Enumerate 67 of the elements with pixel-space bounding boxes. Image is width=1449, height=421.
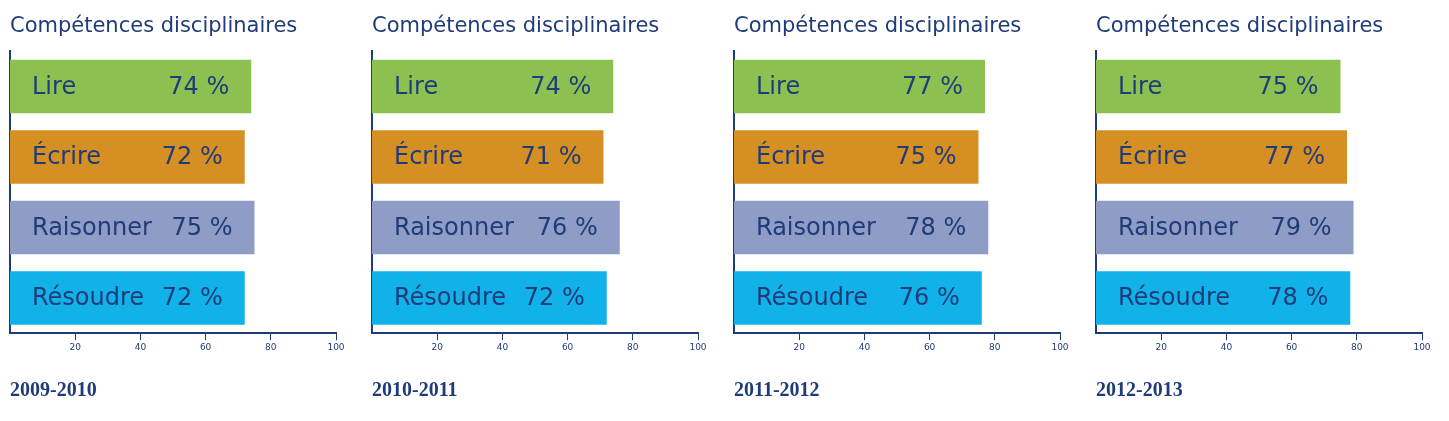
data-label: 75 % — [1257, 71, 1319, 100]
data-label: 71 % — [520, 142, 582, 171]
y-tick-label: Résoudre — [32, 283, 145, 312]
data-label: 76 % — [898, 283, 960, 312]
x-tick-label: 40 — [496, 341, 509, 352]
bar — [1096, 271, 1351, 325]
x-axis-title: 2011-2012 — [734, 378, 820, 401]
x-tick-label: 40 — [134, 341, 147, 352]
x-tick-label: 40 — [858, 341, 871, 352]
x-axis-title: 2010-2011 — [372, 378, 458, 401]
y-tick-label: Résoudre — [394, 283, 507, 312]
y-tick-label: Lire — [32, 71, 77, 100]
x-axis-title: 2009-2010 — [10, 378, 97, 401]
data-label: 79 % — [1270, 212, 1332, 241]
bar — [1096, 200, 1354, 255]
data-label: 74 % — [530, 71, 592, 100]
x-tick-label: 60 — [923, 341, 936, 352]
x-tick-label: 60 — [561, 341, 574, 352]
data-label: 72 % — [161, 283, 223, 312]
y-tick-label: Résoudre — [1118, 283, 1231, 312]
x-tick-label: 40 — [1220, 341, 1233, 352]
y-tick-label: Lire — [756, 71, 801, 100]
x-tick-label: 80 — [265, 341, 277, 352]
x-tick-label: 20 — [69, 341, 82, 352]
data-label: 74 % — [168, 71, 230, 100]
data-label: 72 % — [523, 283, 585, 312]
chart-title: Compétences disciplinaires — [1096, 13, 1384, 38]
data-label: 78 % — [1267, 283, 1329, 312]
data-label: 78 % — [905, 212, 967, 241]
data-label: 72 % — [161, 142, 223, 171]
x-tick-label: 80 — [989, 341, 1001, 352]
y-tick-label: Écrire — [32, 141, 101, 171]
y-tick-label: Raisonner — [1118, 212, 1238, 241]
bar — [1096, 59, 1341, 114]
y-tick-label: Résoudre — [756, 283, 869, 312]
x-tick-label: 60 — [1285, 341, 1298, 352]
x-tick-label: 80 — [1351, 341, 1363, 352]
bar — [372, 59, 614, 114]
chart-title: Compétences disciplinaires — [10, 13, 298, 38]
chart-title: Compétences disciplinaires — [372, 13, 660, 38]
x-axis-title: 2012-2013 — [1096, 378, 1183, 401]
x-tick-label: 60 — [199, 341, 212, 352]
y-tick-label: Raisonner — [756, 212, 876, 241]
data-label: 75 % — [895, 142, 957, 171]
y-tick-label: Écrire — [394, 141, 463, 171]
y-tick-label: Lire — [1118, 71, 1163, 100]
y-tick-label: Lire — [394, 71, 439, 100]
x-tick-label: 20 — [1155, 341, 1168, 352]
x-tick-label: 100 — [689, 341, 707, 352]
x-tick-label: 80 — [627, 341, 639, 352]
x-tick-label: 20 — [431, 341, 444, 352]
bar — [1096, 130, 1348, 184]
data-label: 75 % — [171, 212, 233, 241]
y-tick-label: Écrire — [756, 141, 825, 171]
data-label: 76 % — [536, 212, 598, 241]
y-tick-label: Raisonner — [394, 212, 514, 241]
chart-title: Compétences disciplinaires — [734, 13, 1022, 38]
bar — [372, 130, 604, 184]
y-tick-label: Écrire — [1118, 141, 1187, 171]
y-tick-label: Raisonner — [32, 212, 152, 241]
x-tick-label: 100 — [327, 341, 345, 352]
x-tick-label: 100 — [1413, 341, 1431, 352]
data-label: 77 % — [1264, 142, 1326, 171]
x-tick-label: 100 — [1051, 341, 1069, 352]
bar — [372, 271, 607, 325]
data-label: 77 % — [902, 71, 964, 100]
x-tick-label: 20 — [793, 341, 806, 352]
